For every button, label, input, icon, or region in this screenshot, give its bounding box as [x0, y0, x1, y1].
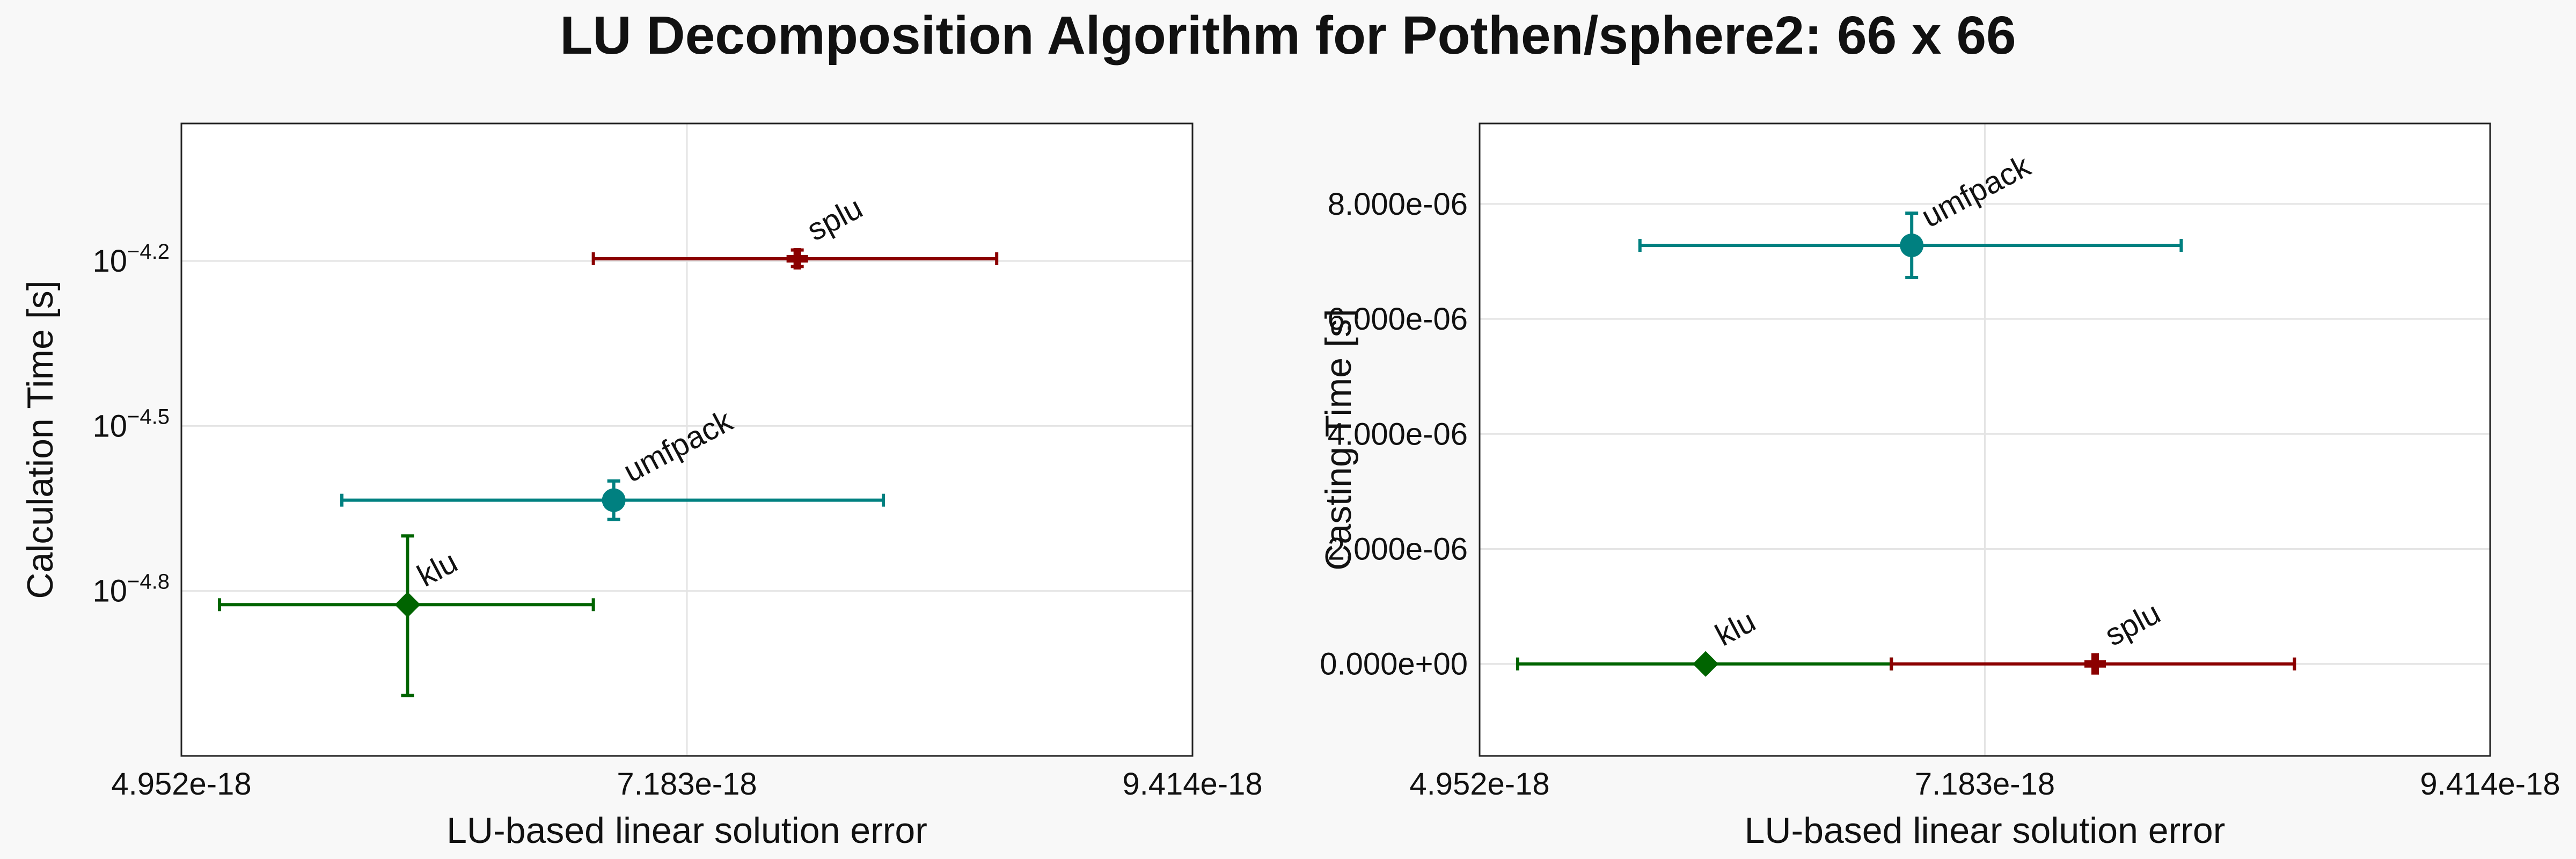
y-tick-label: 6.000e-06 — [1328, 302, 1468, 337]
y-tick-label: 10−4.5 — [93, 405, 170, 443]
figure-title: LU Decomposition Algorithm for Pothen/sp… — [560, 5, 2016, 65]
y-axis-label: Casting Time [s] — [1318, 309, 1359, 571]
data-point-diamond — [1693, 651, 1719, 677]
y-tick-label: 0.000e+00 — [1320, 647, 1468, 682]
x-tick-label: 9.414e-18 — [1122, 767, 1262, 802]
x-tick-label: 7.183e-18 — [617, 767, 757, 802]
data-point-plus — [2084, 653, 2106, 675]
casting-time-panel: 4.952e-18 7.183e-18 9.414e-18 0.000e+00 2.00… — [1318, 122, 2560, 851]
x-tick-label: 4.952e-18 — [111, 767, 251, 802]
y-tick-label: 2.000e-06 — [1328, 532, 1468, 566]
x-tick-label: 9.414e-18 — [2420, 767, 2560, 802]
y-tick-label: 10−4.8 — [93, 570, 170, 609]
y-tick-label: 8.000e-06 — [1328, 187, 1468, 222]
y-axis-label: Calculation Time [s] — [20, 280, 61, 599]
x-tick-label: 7.183e-18 — [1915, 767, 2055, 802]
data-point-diamond — [394, 592, 421, 618]
data-point-plus — [786, 247, 808, 270]
calculation-time-panel: 4.952e-18 7.183e-18 9.414e-18 10−4.2 10−4.5 1… — [20, 122, 1263, 851]
y-tick-label: 10−4.2 — [93, 240, 170, 279]
data-point-circle — [602, 488, 626, 512]
y-tick-label: 4.000e-06 — [1328, 417, 1468, 452]
data-point-circle — [1900, 234, 1924, 258]
x-axis-label: LU-based linear solution error — [1745, 810, 2226, 851]
x-tick-label: 4.952e-18 — [1409, 767, 1549, 802]
plot-frame — [1479, 122, 2491, 757]
x-axis-label: LU-based linear solution error — [447, 810, 927, 851]
plot-frame — [180, 122, 1194, 757]
